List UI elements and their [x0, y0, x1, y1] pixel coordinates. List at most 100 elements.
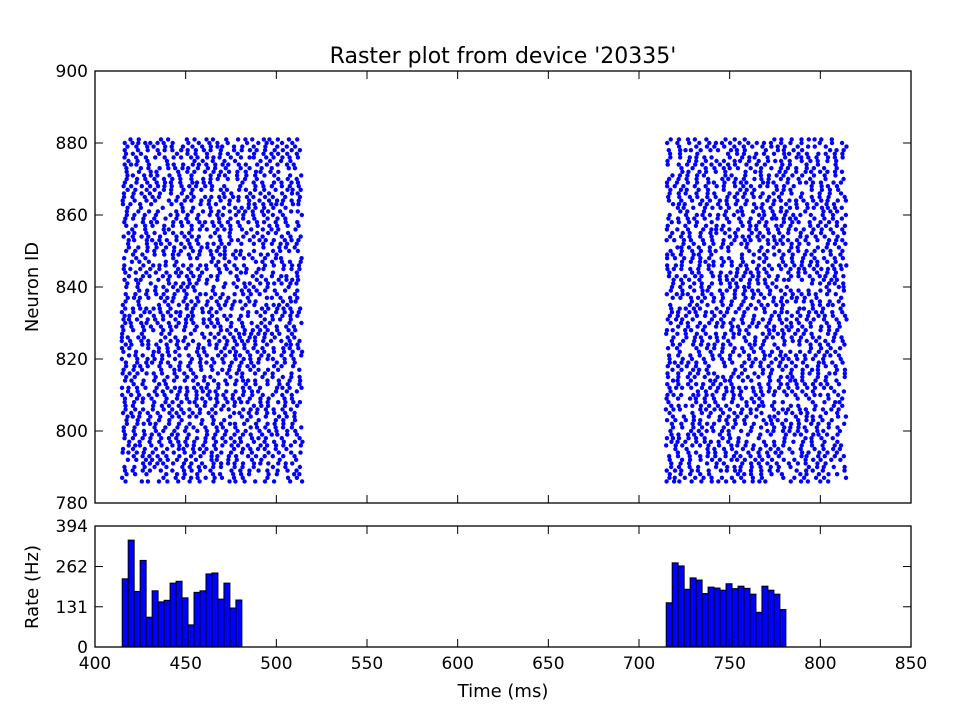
- spike-dot: [251, 248, 257, 254]
- spike-dot: [812, 407, 817, 412]
- spike-dot: [265, 475, 270, 480]
- spike-dot: [767, 292, 772, 297]
- spike-dot: [714, 223, 719, 228]
- spike-dot: [743, 270, 748, 275]
- spike-dot: [828, 252, 833, 257]
- spike-dot: [762, 356, 767, 362]
- spike-dot: [189, 356, 195, 362]
- spike-dot: [679, 457, 685, 462]
- rate-bar: [725, 583, 733, 648]
- spike-dot: [277, 331, 282, 336]
- spike-dot: [809, 230, 815, 236]
- spike-dot: [274, 428, 279, 434]
- spike-dot: [289, 374, 294, 380]
- spike-dot: [248, 227, 254, 232]
- spike-dot: [253, 299, 258, 304]
- spike-dot: [717, 432, 723, 437]
- spike-dot: [295, 295, 300, 300]
- rate-y-label: Rate (Hz): [22, 545, 43, 629]
- spike-dot: [824, 320, 829, 326]
- spike-dot: [746, 234, 752, 239]
- spike-dot: [276, 378, 282, 383]
- spike-dot: [184, 396, 190, 401]
- spike-dot: [835, 328, 840, 333]
- spike-dot: [766, 274, 772, 279]
- spike-dot: [704, 202, 710, 207]
- spike-dot: [804, 364, 810, 369]
- spike-dot: [709, 252, 714, 257]
- spike-dot: [665, 266, 670, 272]
- spike-dot: [791, 184, 796, 189]
- rate-histogram-bars: [121, 539, 787, 648]
- spike-dot: [723, 385, 729, 390]
- spike-dot: [683, 223, 688, 228]
- spike-dot: [674, 180, 680, 185]
- spike-dot: [152, 187, 157, 192]
- spike-dot: [196, 212, 201, 218]
- spike-dot: [709, 234, 714, 239]
- spike-dot: [211, 464, 216, 470]
- spike-dot: [709, 475, 714, 480]
- spike-dot: [205, 382, 211, 387]
- spike-dot: [719, 356, 725, 362]
- spike-dot: [772, 252, 777, 257]
- rate-bar: [665, 602, 673, 648]
- spike-dot: [148, 436, 153, 441]
- spike-dot: [803, 209, 808, 214]
- spike-dot: [233, 389, 238, 394]
- spike-dot: [733, 421, 738, 426]
- spike-dot: [692, 162, 698, 167]
- spike-dot: [687, 464, 692, 470]
- spike-dot: [211, 378, 217, 383]
- spike-dot: [711, 428, 716, 434]
- rate-bar: [181, 597, 189, 648]
- spike-dot: [691, 252, 696, 257]
- spike-dot: [676, 382, 681, 387]
- spike-dot: [736, 436, 741, 441]
- spike-dot: [672, 238, 677, 243]
- spike-dot: [125, 173, 130, 178]
- spike-dot: [239, 148, 244, 153]
- spike-dot: [799, 443, 804, 448]
- spike-dot: [166, 277, 171, 282]
- spike-dot: [166, 281, 172, 286]
- spike-dot: [213, 403, 218, 408]
- spike-dot: [213, 446, 219, 452]
- spike-dot: [709, 310, 715, 315]
- spike-dot: [228, 216, 233, 221]
- spike-dot: [252, 338, 258, 344]
- spike-dot: [732, 184, 738, 189]
- spike-dot: [164, 270, 169, 275]
- spike-dot: [842, 223, 848, 228]
- spike-dot: [682, 202, 687, 207]
- spike-dot: [800, 367, 805, 372]
- spike-dot: [192, 439, 197, 444]
- spike-dot: [161, 187, 167, 192]
- spike-dot: [771, 180, 776, 185]
- spike-dot: [808, 320, 813, 326]
- spike-dot: [260, 180, 265, 185]
- spike-dot: [167, 410, 172, 416]
- spike-dot: [186, 277, 192, 282]
- spike-dot: [721, 313, 727, 318]
- spike-dot: [792, 457, 797, 462]
- spike-dot: [292, 410, 297, 416]
- spike-dot: [128, 320, 133, 326]
- spike-dot: [221, 191, 226, 196]
- spike-dot: [297, 382, 302, 387]
- spike-dot: [715, 338, 720, 344]
- spike-dot: [810, 414, 815, 419]
- spike-dot: [196, 162, 202, 167]
- spike-dot: [262, 446, 267, 452]
- spike-dot: [834, 238, 839, 243]
- spike-dot: [677, 194, 682, 200]
- spike-dot: [287, 184, 292, 189]
- spike-dot: [134, 144, 139, 149]
- spike-dot: [228, 313, 233, 318]
- spike-dot: [292, 144, 298, 149]
- spike-dot: [732, 292, 737, 297]
- spike-dot: [145, 158, 150, 164]
- spike-dot: [193, 151, 198, 156]
- spike-dot: [120, 450, 125, 455]
- spike-dot: [705, 302, 710, 308]
